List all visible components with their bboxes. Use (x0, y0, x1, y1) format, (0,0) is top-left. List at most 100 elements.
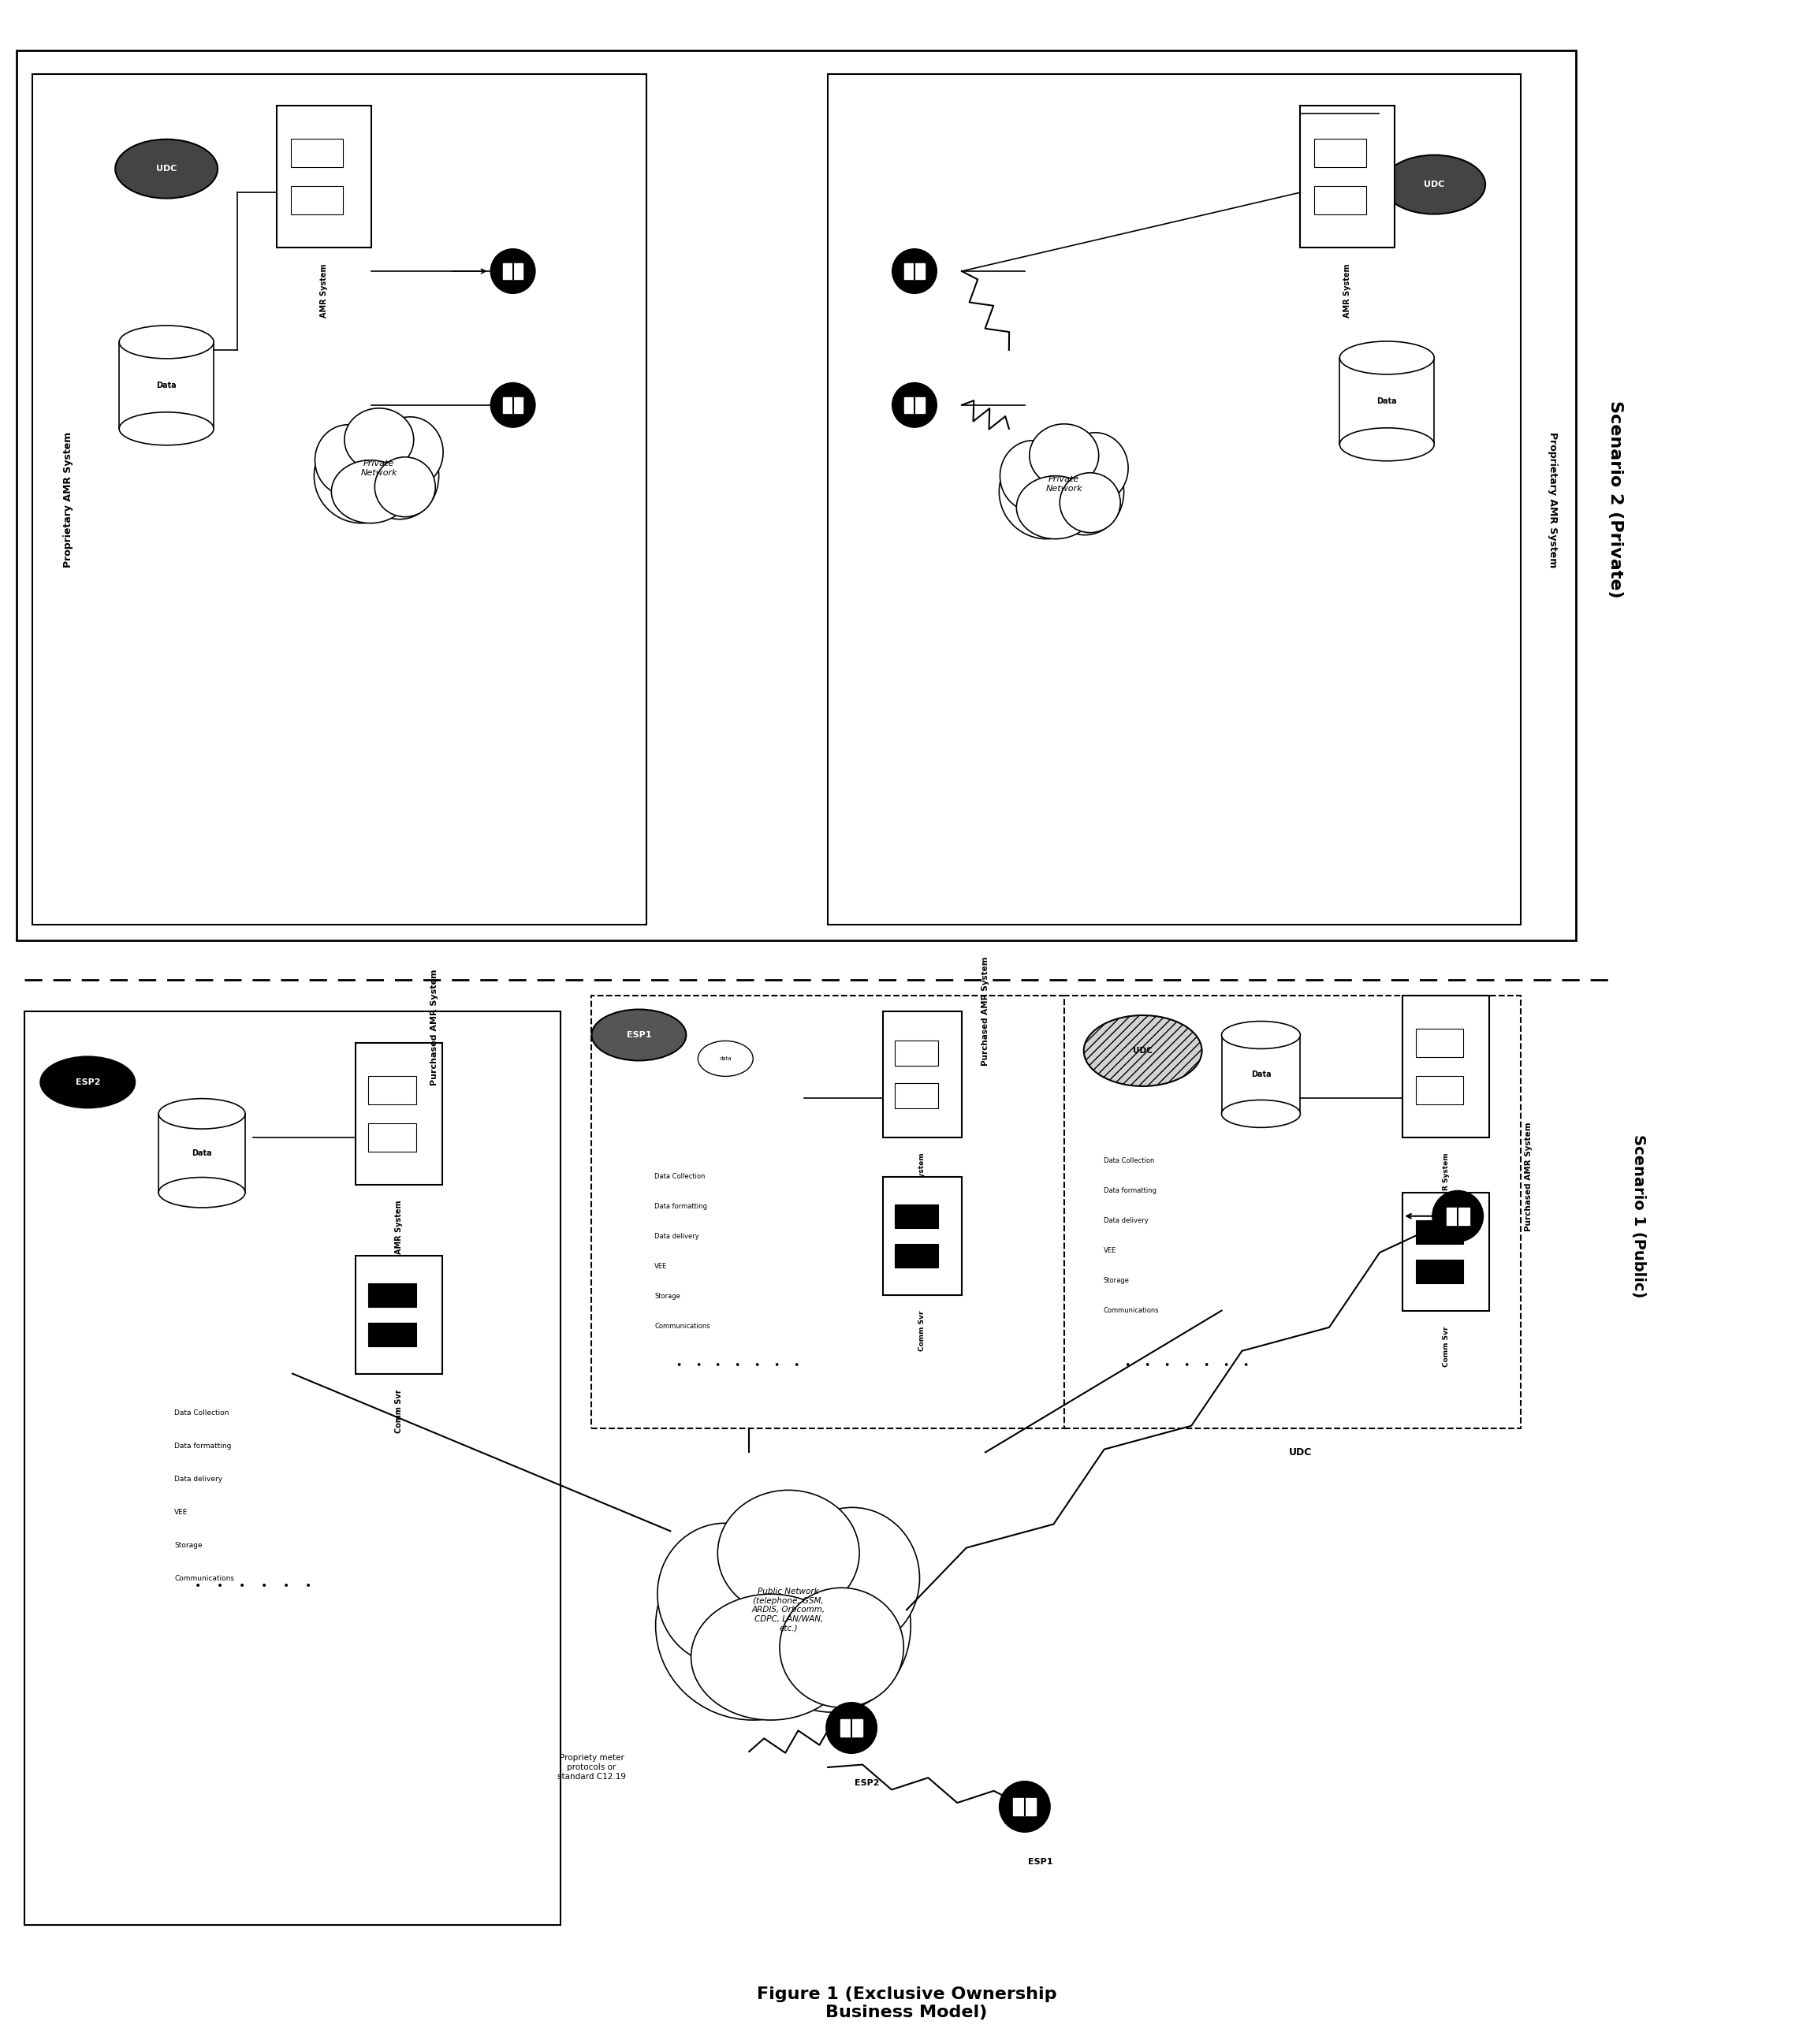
Text: Purchased AMR System: Purchased AMR System (430, 969, 439, 1085)
Text: Data: Data (1377, 397, 1397, 405)
Ellipse shape (345, 409, 414, 472)
Bar (16, 51, 1576, 940)
Bar (1415, 1220, 1464, 1243)
Bar (905, 397, 925, 413)
Text: VEE: VEE (174, 1508, 189, 1517)
Ellipse shape (1083, 1016, 1203, 1085)
Ellipse shape (1221, 1022, 1301, 1049)
Bar (502, 264, 522, 278)
Ellipse shape (1341, 427, 1435, 462)
Text: Data delivery: Data delivery (655, 1233, 700, 1241)
Text: Storage: Storage (1103, 1278, 1130, 1284)
Bar (502, 397, 522, 413)
Bar (25, 1012, 561, 1925)
Bar (1221, 1034, 1301, 1114)
Text: Storage: Storage (174, 1541, 203, 1549)
Bar (840, 1719, 863, 1737)
Text: Propriety meter
protocols or
standard C12.19: Propriety meter protocols or standard C1… (557, 1754, 626, 1780)
Circle shape (892, 382, 936, 427)
Ellipse shape (1000, 439, 1067, 511)
Text: Communications: Communications (1103, 1306, 1159, 1314)
Ellipse shape (375, 458, 435, 517)
Ellipse shape (40, 1057, 134, 1108)
Bar (591, 995, 1065, 1429)
Ellipse shape (316, 425, 381, 495)
Ellipse shape (1382, 155, 1486, 215)
Text: Public Network
(telephone, GSM,
ARDIS, Orbcomm,
CDPC, LAN/WAN,
etc.): Public Network (telephone, GSM, ARDIS, O… (751, 1588, 825, 1631)
Text: VEE: VEE (1103, 1247, 1116, 1255)
Text: Purchased AMR System: Purchased AMR System (1526, 1122, 1533, 1230)
Text: Scenario 2 (Private): Scenario 2 (Private) (1607, 401, 1624, 599)
Bar (368, 1075, 415, 1104)
Text: ESP2: ESP2 (854, 1778, 880, 1786)
Text: UDC: UDC (1288, 1447, 1312, 1457)
Text: •: • (305, 1580, 312, 1592)
Ellipse shape (314, 429, 410, 523)
Text: Data formatting: Data formatting (655, 1204, 707, 1210)
Text: •: • (216, 1580, 223, 1592)
Circle shape (892, 249, 936, 292)
Text: •: • (1183, 1361, 1188, 1372)
Text: Data: Data (1252, 1071, 1272, 1079)
Text: •: • (695, 1361, 700, 1372)
Text: Data: Data (192, 1149, 212, 1157)
Text: •: • (1163, 1361, 1170, 1372)
Bar (1014, 1799, 1036, 1815)
Text: •: • (239, 1580, 245, 1592)
Ellipse shape (698, 1040, 753, 1077)
Bar (356, 1255, 443, 1374)
Text: Scenario 1 (Public): Scenario 1 (Public) (1631, 1134, 1647, 1298)
Text: Private
Network: Private Network (1045, 476, 1083, 493)
Ellipse shape (377, 417, 443, 489)
Ellipse shape (591, 1010, 686, 1061)
Bar (368, 1322, 415, 1347)
Text: Data formatting: Data formatting (174, 1443, 232, 1449)
Text: •: • (1203, 1361, 1208, 1372)
Text: Comm Svr: Comm Svr (1442, 1327, 1449, 1367)
Ellipse shape (655, 1531, 851, 1721)
Bar (1415, 1028, 1464, 1057)
Text: ESP1: ESP1 (1029, 1858, 1052, 1866)
Ellipse shape (120, 413, 214, 446)
Ellipse shape (691, 1594, 851, 1721)
Circle shape (827, 1703, 876, 1754)
Ellipse shape (116, 139, 218, 198)
Bar (120, 341, 214, 429)
Text: •: • (793, 1361, 800, 1372)
Ellipse shape (158, 1177, 245, 1208)
Bar (1402, 1192, 1489, 1310)
Bar (894, 1083, 938, 1108)
Text: Data Collection: Data Collection (655, 1173, 706, 1179)
Bar (894, 1204, 938, 1228)
Ellipse shape (158, 1098, 245, 1128)
Text: Comm Svr: Comm Svr (920, 1310, 925, 1351)
Text: •: • (755, 1361, 760, 1372)
Text: Comm Svr: Comm Svr (395, 1390, 403, 1433)
Text: •: • (715, 1361, 720, 1372)
Ellipse shape (751, 1539, 911, 1713)
Text: •: • (283, 1580, 290, 1592)
Text: ESP2: ESP2 (76, 1079, 100, 1085)
Text: AMR System: AMR System (319, 264, 328, 317)
Bar (1315, 139, 1366, 168)
Text: UDC: UDC (156, 166, 176, 174)
Bar (1402, 995, 1489, 1136)
Ellipse shape (120, 325, 214, 358)
Text: AMR System: AMR System (1344, 264, 1351, 317)
Ellipse shape (332, 460, 410, 523)
Text: Communications: Communications (174, 1574, 234, 1582)
Text: •: • (194, 1580, 201, 1592)
Ellipse shape (785, 1508, 920, 1650)
Text: AMR System: AMR System (1442, 1153, 1449, 1204)
Bar (33, 74, 648, 924)
Ellipse shape (718, 1490, 860, 1617)
Bar (1341, 358, 1435, 444)
Bar (894, 1040, 938, 1067)
Circle shape (1000, 1782, 1050, 1831)
Text: AMR System: AMR System (920, 1153, 925, 1204)
Text: Data formatting: Data formatting (1103, 1188, 1156, 1194)
Text: •: • (1223, 1361, 1228, 1372)
Ellipse shape (1341, 341, 1435, 374)
Ellipse shape (1059, 472, 1121, 533)
Bar (1446, 1208, 1469, 1224)
